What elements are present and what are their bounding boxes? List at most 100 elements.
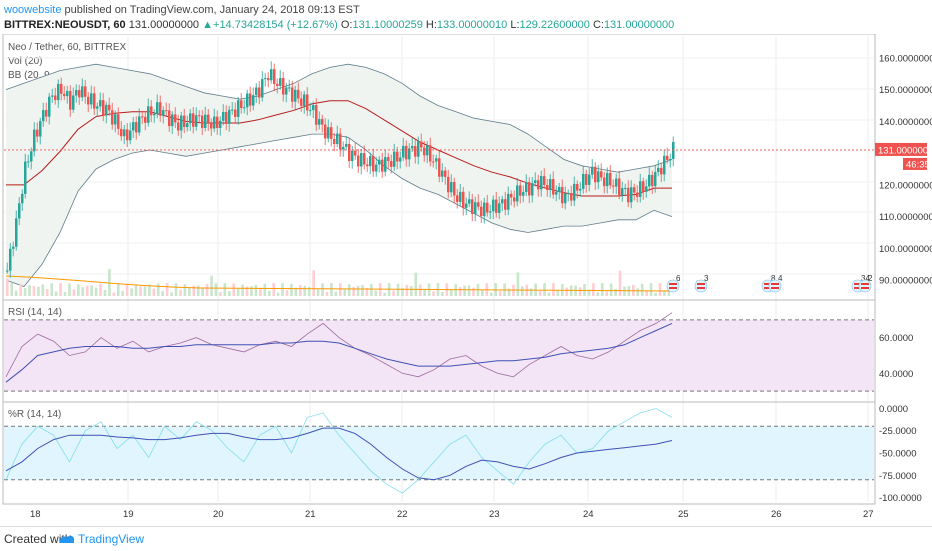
flag-icon[interactable]: 4 [768, 274, 783, 293]
candle-body [465, 203, 468, 208]
candle-body [366, 164, 369, 167]
williams-r-pane[interactable]: %R (14, 14) [8, 409, 61, 420]
candle-body [99, 100, 102, 107]
candle-body [498, 203, 501, 213]
candle-body [414, 146, 417, 157]
candle-body [495, 199, 498, 213]
volume-bar [59, 283, 62, 296]
volume-bar [356, 285, 360, 296]
volume-bar [32, 286, 36, 296]
price-tick-label: 140.00000000 [879, 117, 932, 128]
candle-body [462, 191, 465, 208]
candle-body [225, 111, 228, 124]
trading-chart[interactable]: Neo / Tether, 60, BITTREX Vol (20) BB (2… [0, 34, 932, 526]
rsi-line [5, 312, 673, 378]
candle-body [531, 183, 534, 196]
time-tag-bg [903, 157, 927, 170]
candle-body [75, 90, 78, 96]
volume-bar [330, 283, 333, 296]
candle-body [537, 180, 540, 190]
candle-body [546, 185, 549, 190]
candle-body [258, 87, 261, 98]
candle-body [204, 114, 207, 128]
candle-body [510, 193, 513, 198]
candle-body [654, 172, 657, 187]
candle-body [255, 87, 258, 96]
candle-body [390, 161, 393, 167]
candle-body [408, 148, 411, 160]
candle-body [471, 199, 474, 214]
volume-bar [228, 291, 231, 296]
candle-body [597, 171, 600, 183]
candle-body [33, 129, 36, 152]
candle-body [267, 78, 270, 81]
williams-r-signal-line [5, 427, 673, 481]
flag-icon[interactable]: 2 [858, 274, 873, 293]
volume-bar [339, 283, 342, 296]
volume-bar [458, 287, 462, 296]
candle-body [540, 176, 543, 190]
volume-bar [232, 283, 236, 296]
volume-bar [196, 285, 200, 296]
rsi-pane[interactable]: RSI (14, 14) [8, 307, 62, 318]
volume-bar [441, 292, 444, 296]
candle-body [606, 172, 609, 187]
volume-bar [276, 292, 280, 296]
flag-stripe [771, 283, 779, 285]
candle-body [582, 173, 585, 189]
flag-stripe [764, 287, 772, 289]
volume-bar [316, 289, 320, 296]
candle-body [618, 178, 621, 196]
candle-body [594, 166, 597, 183]
candle-body [159, 102, 162, 116]
tradingview-brand-link[interactable]: TradingView [78, 532, 145, 546]
volume-bar [77, 284, 80, 296]
volume-bar [259, 288, 262, 296]
flag-icon[interactable]: 6 [666, 274, 681, 293]
volume-bar [205, 284, 209, 296]
candle-body [348, 143, 351, 162]
candle-body [624, 187, 627, 189]
author-link[interactable]: woowebsite [4, 4, 62, 16]
candle-body [639, 181, 642, 197]
volume-bar [307, 287, 311, 296]
volume-bar [241, 284, 244, 296]
candle-body [21, 193, 24, 204]
flag-stripe [854, 283, 862, 285]
candle-body [54, 95, 57, 101]
candle-body [660, 167, 663, 175]
candle-body [663, 155, 666, 175]
candle-body [315, 105, 318, 125]
candle-body [423, 147, 426, 156]
flag-icon[interactable]: 3 [694, 274, 709, 293]
candle-body [642, 181, 645, 192]
candle-body [603, 177, 606, 187]
volume-bar [489, 292, 493, 296]
candle-body [621, 188, 624, 196]
candle-body [48, 96, 51, 117]
volume-bar [383, 292, 386, 296]
candle-body [321, 119, 324, 125]
symbol-label[interactable]: BITTREX:NEOUSDT, 60 [4, 19, 126, 31]
volume-bar [245, 286, 249, 296]
candle-body [96, 106, 99, 109]
price-tick-label: 100.00000000 [879, 244, 932, 255]
candle-body [309, 110, 312, 112]
time-axis[interactable]: 18 19 20 21 22 23 24 25 26 27 [30, 509, 874, 520]
candle-body [609, 172, 612, 186]
volume-bar [54, 291, 58, 296]
volume-bar [161, 291, 164, 296]
volume-bar [516, 272, 520, 296]
price-axis[interactable]: 160.00000000 150.00000000 140.00000000 120.… [879, 53, 932, 504]
candle-body [249, 93, 252, 106]
candle-body [231, 109, 234, 111]
candle-body [126, 129, 129, 141]
candle-body [435, 158, 438, 162]
candle-body [666, 155, 669, 161]
volume-bar [343, 289, 347, 296]
wr-tick-label: -50.0000 [879, 449, 917, 460]
candle-body [657, 167, 660, 173]
candle-body [102, 100, 105, 116]
volume-bar [352, 286, 355, 296]
close-label: C: [592, 19, 604, 31]
